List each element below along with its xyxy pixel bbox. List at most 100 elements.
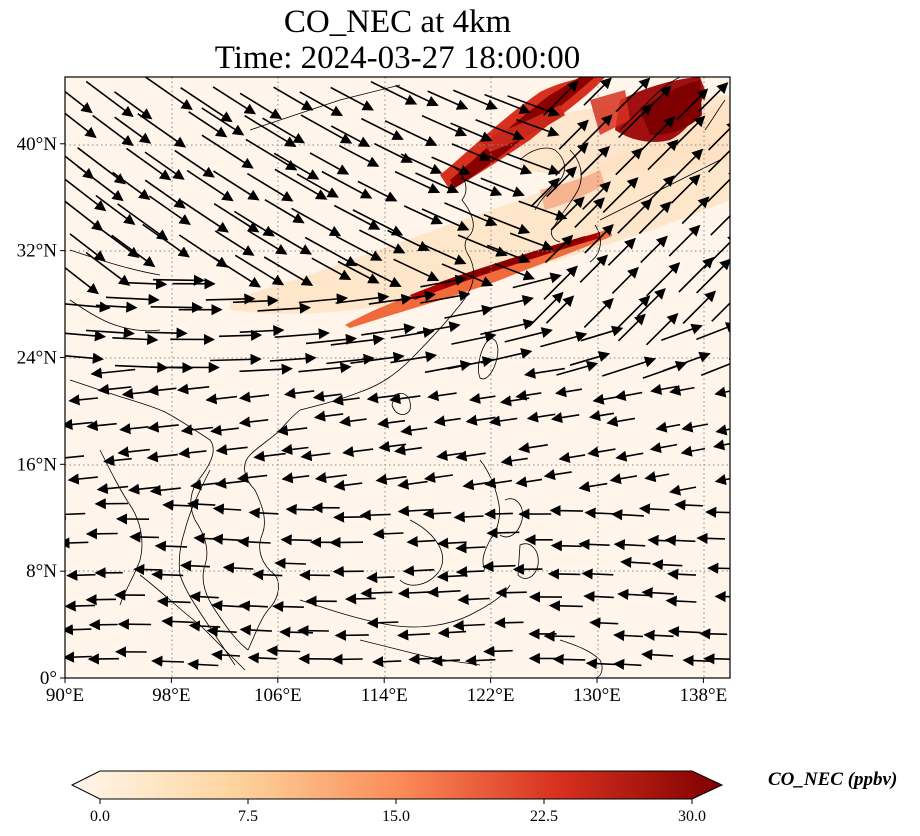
wind-arrow (649, 442, 678, 454)
wind-arrow (85, 251, 131, 286)
wind-arrow (394, 444, 423, 456)
wind-arrow (186, 169, 234, 202)
x-axis: 90°E 98°E 106°E 114°E 122°E 130°E 138°E (46, 678, 727, 706)
colorbar: 0.0 7.5 15.0 22.5 30.0 (70, 770, 724, 825)
wind-arrow (543, 630, 575, 642)
wind-arrow (238, 391, 270, 403)
colorbar-tick-label: 22.5 (530, 808, 558, 825)
wind-arrow (333, 204, 381, 230)
wind-arrow (639, 116, 676, 153)
wind-arrow (146, 451, 178, 463)
wind-arrow (65, 624, 92, 636)
wind-arrow (480, 177, 525, 197)
wind-arrow (300, 114, 353, 144)
wind-arrow (393, 258, 440, 282)
wind-arrow (682, 654, 714, 667)
wind-arrow (710, 214, 730, 236)
wind-arrow (142, 223, 190, 258)
wind-arrow (151, 655, 185, 667)
wind-arrow (613, 629, 643, 642)
wind-arrow (274, 557, 306, 569)
wind-arrow (451, 143, 492, 162)
wind-arrow (587, 446, 616, 458)
wind-arrow (424, 244, 467, 265)
wind-arrow (154, 540, 188, 552)
wind-arrow (675, 115, 706, 146)
wind-arrow (651, 559, 683, 571)
wind-arrow (95, 301, 138, 313)
y-tick-label: 0° (40, 668, 57, 689)
wind-arrow (114, 91, 153, 120)
wind-arrow (487, 244, 531, 264)
wind-arrow (494, 262, 535, 281)
wind-arrow (65, 301, 111, 313)
wind-arrow (262, 117, 306, 144)
wind-arrow (481, 348, 533, 364)
wind-arrow (602, 177, 639, 213)
wind-arrow (330, 86, 375, 111)
wind-arrow (90, 367, 136, 379)
x-tick-label: 114°E (361, 685, 408, 706)
y-tick-label: 24°N (17, 347, 58, 368)
wind-arrow (126, 147, 172, 181)
wind-arrow (352, 209, 404, 236)
wind-arrow (582, 181, 611, 210)
wind-arrow (65, 330, 107, 342)
wind-arrow (213, 170, 260, 201)
wind-arrow (65, 178, 107, 212)
wind-arrow (550, 196, 585, 231)
wind-arrow (210, 353, 262, 365)
wind-arrow (550, 540, 582, 552)
wind-arrow (239, 363, 293, 375)
wind-arrow (558, 119, 589, 150)
wind-arrow (457, 234, 508, 257)
wind-arrow (350, 351, 405, 364)
wind-arrow (518, 200, 568, 221)
wind-arrow (239, 324, 285, 337)
wind-arrow (366, 617, 399, 629)
colorbar-gradient (70, 770, 724, 800)
wind-arrow (452, 619, 485, 632)
wind-arrow (147, 421, 179, 433)
wind-arrow (65, 537, 89, 549)
wind-arrow (180, 87, 233, 123)
wind-arrow (638, 503, 670, 515)
wind-arrow (333, 479, 363, 491)
wind-arrow (558, 451, 586, 463)
wind-arrow (708, 120, 730, 151)
wind-arrow (667, 568, 697, 580)
wind-arrow (512, 272, 562, 289)
wind-arrow (484, 93, 532, 114)
wind-arrow (177, 383, 210, 395)
wind-arrow (547, 568, 581, 580)
wind-arrow (215, 444, 248, 456)
wind-arrow (180, 200, 229, 233)
wind-arrow (444, 202, 498, 227)
wind-arrow (592, 393, 619, 405)
wind-arrow (85, 80, 134, 118)
wind-arrow (451, 331, 497, 345)
wind-arrow (682, 290, 717, 324)
wind-arrow (272, 600, 304, 613)
wind-arrow (178, 447, 207, 459)
wind-arrow (296, 173, 339, 198)
y-axis: 0° 8°N 16°N 24°N 32°N 40°N (17, 134, 65, 689)
wind-arrow (668, 148, 704, 184)
wind-arrow (668, 224, 701, 257)
wind-arrow (103, 454, 132, 467)
wind-arrow (640, 235, 668, 264)
wind-arrow (375, 473, 407, 485)
wind-arrow (578, 538, 610, 550)
wind-arrow (646, 262, 681, 297)
wind-arrow (581, 568, 614, 580)
wind-arrow (450, 122, 493, 142)
wind-arrow (543, 80, 579, 116)
wind-arrow (601, 356, 657, 377)
wind-arrow (309, 152, 350, 175)
wind-arrow (667, 625, 701, 638)
wind-arrow (284, 387, 315, 399)
wind-arrow (524, 367, 565, 379)
wind-arrow (274, 168, 328, 200)
wind-arrow (201, 134, 254, 169)
wind-arrow (421, 114, 468, 137)
